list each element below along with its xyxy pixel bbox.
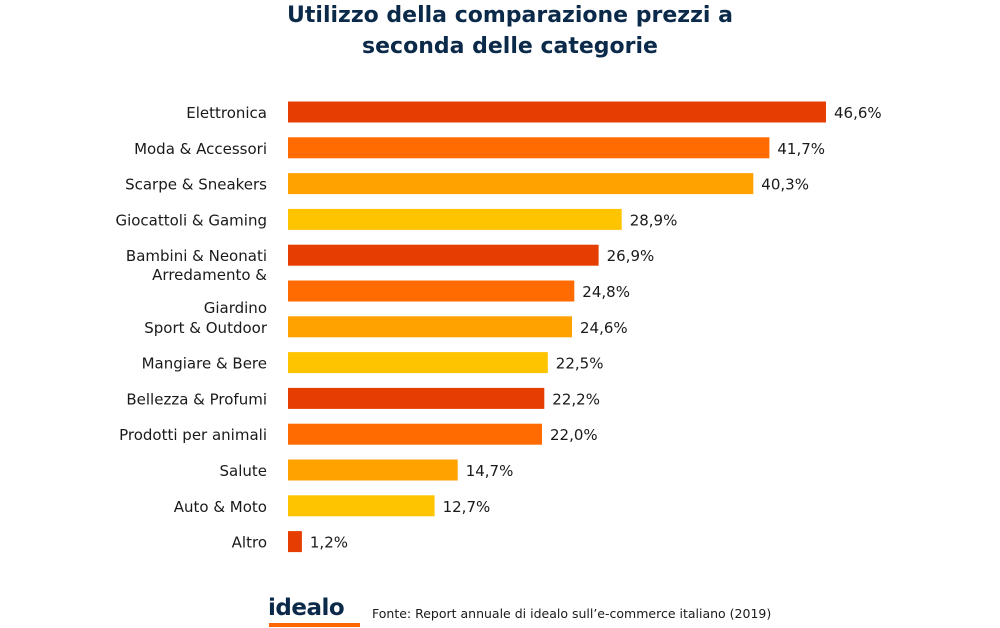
value-label-2: 40,3% bbox=[761, 176, 809, 194]
bar-12 bbox=[288, 531, 302, 553]
bar-11 bbox=[288, 495, 435, 517]
value-label-9: 22,0% bbox=[550, 426, 598, 444]
chart-title-line-2: seconda delle categorie bbox=[362, 34, 658, 59]
category-label-3: Giocattoli & Gaming bbox=[115, 211, 267, 229]
value-label-11: 12,7% bbox=[443, 498, 491, 516]
value-label-3: 28,9% bbox=[630, 211, 678, 229]
category-label-5-line-2: Giardino bbox=[204, 299, 267, 317]
value-label-7: 22,5% bbox=[556, 355, 604, 373]
bar-3 bbox=[288, 208, 622, 230]
category-label-11: Auto & Moto bbox=[174, 498, 267, 516]
value-label-0: 46,6% bbox=[834, 104, 882, 122]
value-label-8: 22,2% bbox=[552, 390, 600, 408]
chart-title: Utilizzo della comparazione prezzi a sec… bbox=[200, 0, 820, 62]
source-note: Fonte: Report annuale di idealo sull’e-c… bbox=[372, 606, 772, 621]
category-label-1: Moda & Accessori bbox=[134, 140, 267, 158]
chart-title-line-1: Utilizzo della comparazione prezzi a bbox=[287, 3, 733, 28]
value-label-4: 26,9% bbox=[607, 247, 655, 265]
category-label-5: Arredamento & bbox=[152, 266, 267, 284]
category-label-9: Prodotti per animali bbox=[119, 426, 267, 444]
category-label-4: Bambini & Neonati bbox=[126, 247, 267, 265]
bar-5 bbox=[288, 280, 575, 302]
category-label-0: Elettronica bbox=[186, 104, 267, 122]
value-label-12: 1,2% bbox=[310, 534, 348, 552]
category-label-2: Scarpe & Sneakers bbox=[125, 176, 267, 194]
value-label-10: 14,7% bbox=[466, 462, 514, 480]
bar-4 bbox=[288, 244, 599, 266]
bar-6 bbox=[288, 316, 572, 338]
bar-9 bbox=[288, 423, 542, 445]
value-label-5: 24,8% bbox=[582, 283, 630, 301]
bar-0 bbox=[288, 101, 826, 123]
bar-1 bbox=[288, 137, 770, 159]
bar-8 bbox=[288, 387, 545, 409]
category-label-6: Sport & Outdoor bbox=[144, 319, 268, 337]
idealo-logo-underline bbox=[269, 623, 360, 627]
value-label-1: 41,7% bbox=[777, 140, 825, 158]
category-label-12: Altro bbox=[232, 534, 267, 552]
category-label-10: Salute bbox=[220, 462, 268, 480]
bar-10 bbox=[288, 459, 458, 481]
bar-7 bbox=[288, 352, 548, 374]
idealo-logo: idealo bbox=[268, 595, 345, 621]
category-label-7: Mangiare & Bere bbox=[142, 355, 267, 373]
value-label-6: 24,6% bbox=[580, 319, 628, 337]
bar-2 bbox=[288, 173, 754, 195]
category-label-8: Bellezza & Profumi bbox=[126, 390, 267, 408]
